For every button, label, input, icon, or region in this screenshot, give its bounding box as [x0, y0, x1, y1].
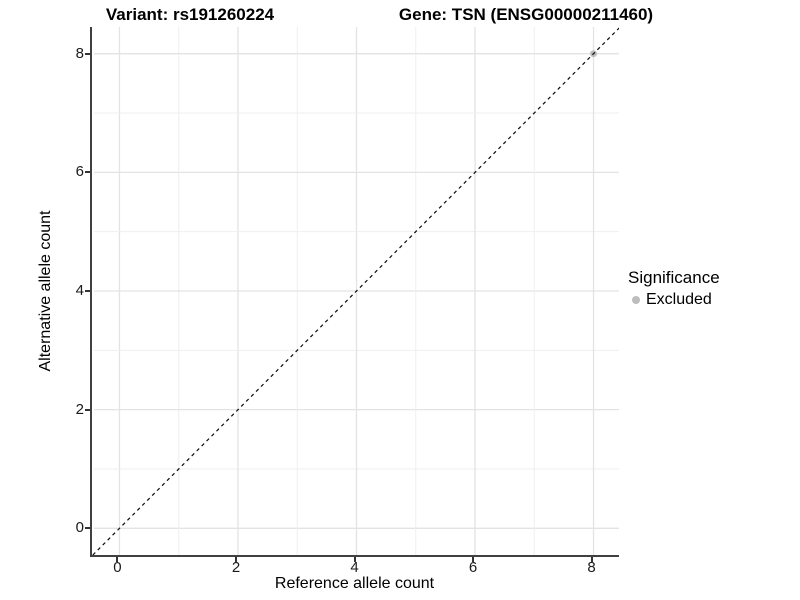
- x-tick-label-6: 6: [468, 559, 478, 576]
- x-axis-title: Reference allele count: [274, 575, 435, 592]
- y-tick-mark-4: [85, 290, 90, 292]
- x-tick-mark-0: [116, 557, 119, 562]
- x-tick-label-8: 8: [587, 559, 596, 576]
- excluded-point-icon: [632, 296, 640, 304]
- x-tick-label-0: 0: [113, 559, 122, 576]
- identity-reference-line: [92, 27, 619, 555]
- plot-title-gene: Gene: TSN (ENSG00000211460): [398, 5, 654, 24]
- y-tick-mark-6: [85, 171, 90, 174]
- y-tick-mark-2: [85, 408, 90, 411]
- x-tick-mark-8: [590, 557, 593, 562]
- scatter-plot-canvas: [92, 27, 619, 555]
- y-tick-label-2: 2: [75, 400, 84, 418]
- x-tick-mark-6: [472, 557, 474, 562]
- y-tick-label-4: 4: [75, 282, 84, 299]
- legend-item-excluded: Excluded: [628, 291, 720, 309]
- x-tick-label-4: 4: [350, 559, 359, 576]
- plot-title-variant: Variant: rs191260224: [105, 5, 275, 24]
- x-tick-label-2: 2: [231, 559, 241, 576]
- y-tick-label-6: 6: [75, 163, 84, 181]
- y-tick-mark-8: [85, 52, 90, 55]
- x-tick-mark-4: [353, 557, 356, 562]
- legend-title: Significance: [628, 268, 720, 287]
- y-tick-label-0: 0: [75, 519, 84, 537]
- y-tick-label-8: 8: [75, 44, 84, 62]
- plot-panel: [90, 27, 619, 557]
- legend-item-label: Excluded: [646, 291, 712, 308]
- legend: Significance Excluded: [628, 268, 720, 309]
- y-tick-mark-0: [85, 527, 90, 530]
- x-tick-mark-2: [234, 557, 237, 562]
